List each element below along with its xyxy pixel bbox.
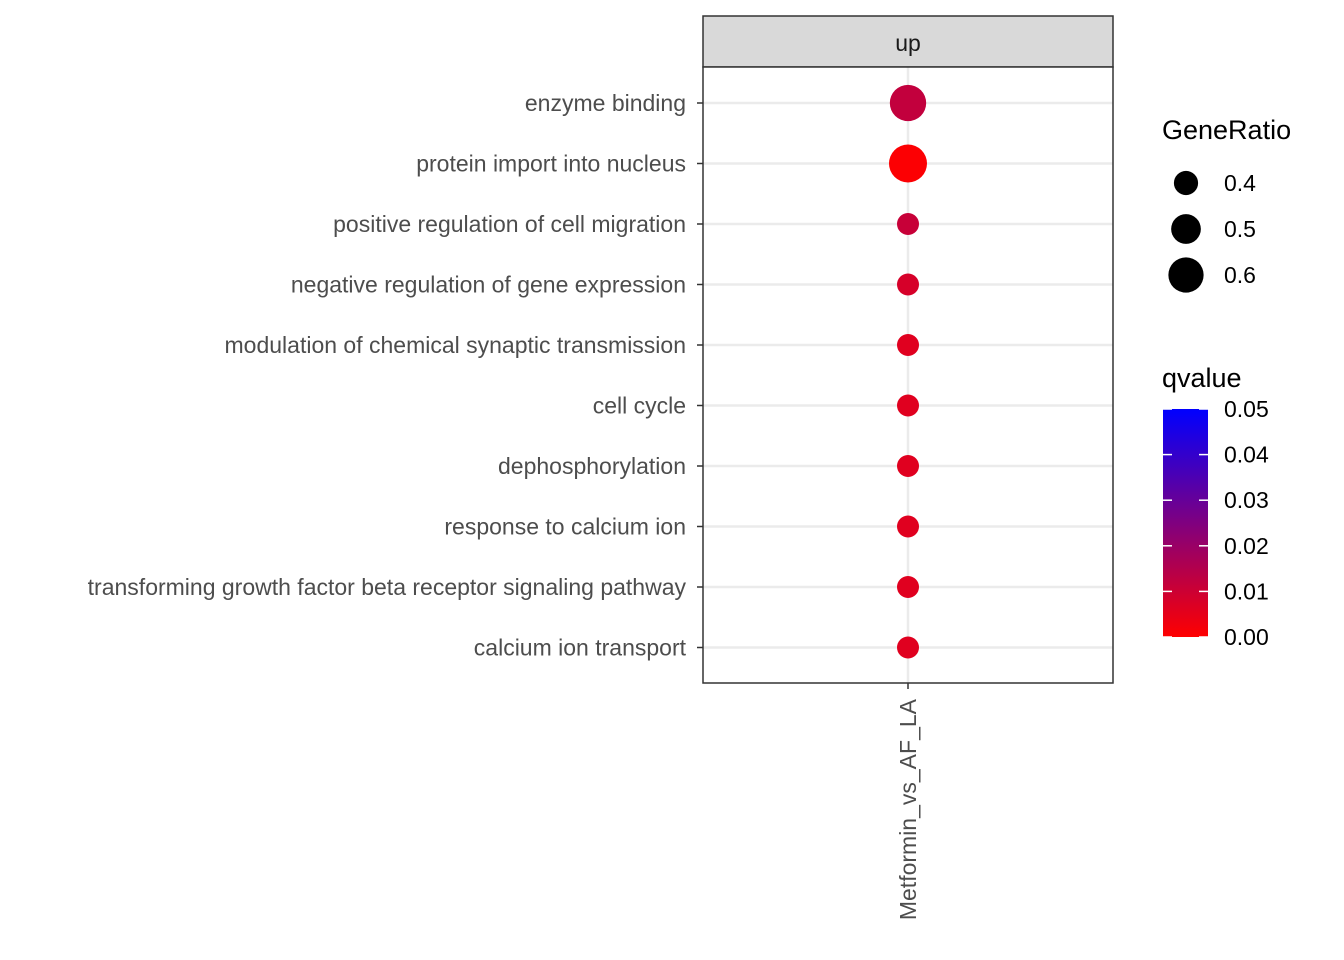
data-point [897,213,919,235]
facet-strip-label: up [895,30,921,56]
y-tick-label: response to calcium ion [444,514,686,540]
y-tick-label: enzyme binding [525,90,686,116]
y-tick-label: transforming growth factor beta receptor… [88,574,687,600]
data-point [897,273,919,296]
size-legend-key [1171,214,1201,244]
data-point [897,394,919,417]
data-point [889,84,927,122]
size-legend-label: 0.5 [1224,216,1256,242]
color-legend-label: 0.04 [1224,442,1269,468]
color-legend-label: 0.00 [1224,624,1269,650]
facet-strip [702,15,1114,68]
size-legend-label: 0.4 [1224,170,1256,196]
color-legend-bar [1163,409,1208,637]
size-legend-title: GeneRatio [1162,115,1291,145]
color-legend-label: 0.01 [1224,578,1269,604]
y-tick-label: positive regulation of cell migration [333,211,686,237]
color-legend-label: 0.02 [1224,533,1269,559]
y-tick-label: cell cycle [593,393,686,419]
y-tick-label: protein import into nucleus [416,151,686,177]
y-tick-label: dephosphorylation [498,453,686,479]
color-legend-label: 0.05 [1224,396,1269,422]
data-point [889,144,927,183]
color-legend-title: qvalue [1162,363,1242,393]
data-point [897,636,919,659]
data-point [897,576,919,598]
x-tick-label: Metformin_vs_AF_LA [895,698,921,920]
data-point [897,515,919,538]
data-point [897,334,919,356]
y-tick-label: modulation of chemical synaptic transmis… [225,332,686,358]
color-legend-label: 0.03 [1224,487,1269,513]
data-point [897,455,919,477]
size-legend-key [1168,257,1204,293]
size-legend-key [1173,170,1199,196]
y-tick-label: negative regulation of gene expression [291,272,686,298]
size-legend-label: 0.6 [1224,262,1256,288]
y-tick-label: calcium ion transport [474,635,687,661]
